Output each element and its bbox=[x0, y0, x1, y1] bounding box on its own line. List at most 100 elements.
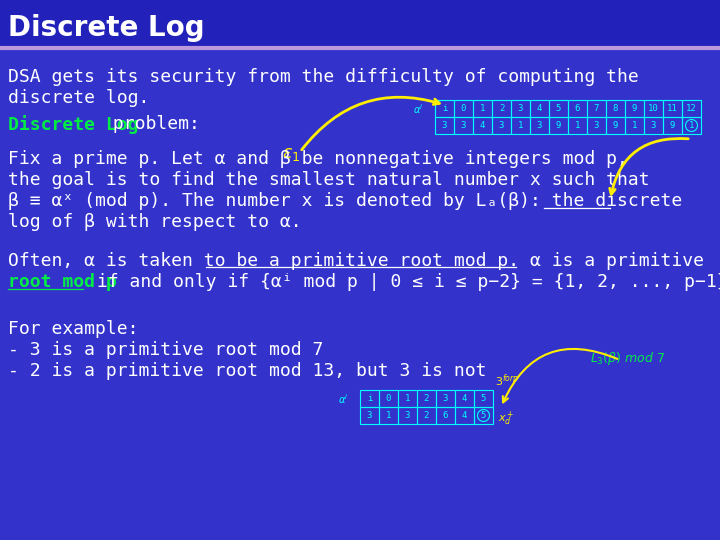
Text: $\alpha^i$: $\alpha^i$ bbox=[413, 102, 424, 116]
Text: 3: 3 bbox=[537, 121, 542, 130]
Text: $3^{forp}$: $3^{forp}$ bbox=[495, 372, 519, 389]
Bar bbox=[606, 117, 625, 134]
Bar bbox=[663, 100, 682, 117]
Text: Discrete Log: Discrete Log bbox=[8, 14, 204, 42]
Bar bbox=[587, 100, 606, 117]
Text: 0: 0 bbox=[461, 104, 466, 113]
Bar bbox=[417, 390, 436, 407]
Bar bbox=[492, 117, 511, 134]
Bar bbox=[492, 100, 511, 117]
Text: β ≡ αˣ (mod p). The number x is denoted by Lₐ(β): the discrete: β ≡ αˣ (mod p). The number x is denoted … bbox=[8, 192, 683, 210]
Text: 5: 5 bbox=[481, 394, 486, 403]
Bar bbox=[455, 407, 474, 424]
Text: 9: 9 bbox=[613, 121, 618, 130]
Text: 11: 11 bbox=[667, 104, 678, 113]
Text: 5: 5 bbox=[556, 104, 561, 113]
Text: 0: 0 bbox=[386, 394, 391, 403]
Bar bbox=[530, 100, 549, 117]
Text: 3: 3 bbox=[461, 121, 466, 130]
Text: 1: 1 bbox=[405, 394, 410, 403]
Text: For example:: For example: bbox=[8, 320, 138, 338]
Text: 6: 6 bbox=[575, 104, 580, 113]
Text: 12: 12 bbox=[686, 104, 697, 113]
Text: Discrete Log: Discrete Log bbox=[8, 115, 138, 134]
Text: i: i bbox=[442, 104, 447, 113]
Bar bbox=[436, 390, 455, 407]
Text: Often, α is taken to be a primitive root mod p. α is a primitive: Often, α is taken to be a primitive root… bbox=[8, 252, 704, 270]
Bar bbox=[360, 407, 379, 424]
Bar bbox=[568, 117, 587, 134]
Text: 7: 7 bbox=[594, 104, 599, 113]
Text: if and only if {αⁱ mod p | 0 ≤ i ≤ p−2} = {1, 2, ..., p−1}.: if and only if {αⁱ mod p | 0 ≤ i ≤ p−2} … bbox=[86, 273, 720, 291]
Bar bbox=[435, 117, 454, 134]
Text: 2: 2 bbox=[424, 394, 429, 403]
Text: - 2 is a primitive root mod 13, but 3 is not: - 2 is a primitive root mod 13, but 3 is… bbox=[8, 362, 487, 380]
Bar bbox=[511, 117, 530, 134]
Bar bbox=[625, 100, 644, 117]
Bar bbox=[379, 390, 398, 407]
Bar bbox=[568, 100, 587, 117]
Bar bbox=[644, 100, 663, 117]
Text: 4: 4 bbox=[462, 394, 467, 403]
Text: 1: 1 bbox=[689, 121, 694, 130]
Text: 3: 3 bbox=[443, 394, 448, 403]
Text: discrete log.: discrete log. bbox=[8, 89, 149, 107]
Bar bbox=[474, 407, 493, 424]
Bar bbox=[435, 100, 454, 117]
Bar bbox=[454, 117, 473, 134]
Text: $\alpha^i$: $\alpha^i$ bbox=[338, 392, 348, 406]
Text: problem:: problem: bbox=[102, 115, 200, 133]
Bar bbox=[549, 117, 568, 134]
Bar bbox=[454, 100, 473, 117]
Text: 4: 4 bbox=[537, 104, 542, 113]
Bar bbox=[417, 407, 436, 424]
Text: 3: 3 bbox=[499, 121, 504, 130]
Text: Fix a prime p. Let α and β be nonnegative integers mod p,: Fix a prime p. Let α and β be nonnegativ… bbox=[8, 150, 628, 168]
Bar bbox=[511, 100, 530, 117]
Text: 4: 4 bbox=[462, 411, 467, 420]
Text: 1: 1 bbox=[480, 104, 485, 113]
Bar bbox=[398, 407, 417, 424]
Bar bbox=[625, 117, 644, 134]
Text: 3: 3 bbox=[442, 121, 447, 130]
Bar bbox=[587, 117, 606, 134]
Text: $\varepsilon_1$: $\varepsilon_1$ bbox=[282, 145, 301, 163]
Text: 1: 1 bbox=[575, 121, 580, 130]
Text: 2: 2 bbox=[424, 411, 429, 420]
Text: 1: 1 bbox=[518, 121, 523, 130]
Text: log of β with respect to α.: log of β with respect to α. bbox=[8, 213, 302, 231]
Bar bbox=[0, 0, 720, 48]
Bar bbox=[436, 407, 455, 424]
Text: $x_d^+$: $x_d^+$ bbox=[498, 410, 515, 428]
Text: root mod p: root mod p bbox=[8, 273, 117, 291]
Bar bbox=[644, 117, 663, 134]
Text: 2: 2 bbox=[499, 104, 504, 113]
Text: the goal is to find the smallest natural number x such that: the goal is to find the smallest natural… bbox=[8, 171, 649, 189]
Text: 1: 1 bbox=[386, 411, 391, 420]
Bar bbox=[473, 100, 492, 117]
Text: 3: 3 bbox=[366, 411, 372, 420]
Text: 3: 3 bbox=[651, 121, 656, 130]
Bar bbox=[360, 390, 379, 407]
Text: 9: 9 bbox=[556, 121, 561, 130]
Text: 9: 9 bbox=[670, 121, 675, 130]
Text: 4: 4 bbox=[480, 121, 485, 130]
Bar bbox=[530, 117, 549, 134]
Text: 1: 1 bbox=[632, 121, 637, 130]
Text: - 3 is a primitive root mod 7: - 3 is a primitive root mod 7 bbox=[8, 341, 323, 359]
Bar bbox=[682, 100, 701, 117]
Bar bbox=[549, 100, 568, 117]
Bar bbox=[606, 100, 625, 117]
Text: 3: 3 bbox=[518, 104, 523, 113]
Text: 3: 3 bbox=[594, 121, 599, 130]
Text: 3: 3 bbox=[405, 411, 410, 420]
Bar bbox=[474, 390, 493, 407]
Text: 10: 10 bbox=[648, 104, 659, 113]
Bar bbox=[473, 117, 492, 134]
Text: 8: 8 bbox=[613, 104, 618, 113]
Text: $L_3(\beta)\ mod\ 7$: $L_3(\beta)\ mod\ 7$ bbox=[590, 350, 665, 367]
Bar bbox=[663, 117, 682, 134]
Text: 6: 6 bbox=[443, 411, 448, 420]
Text: 5: 5 bbox=[481, 411, 486, 420]
Bar bbox=[398, 390, 417, 407]
